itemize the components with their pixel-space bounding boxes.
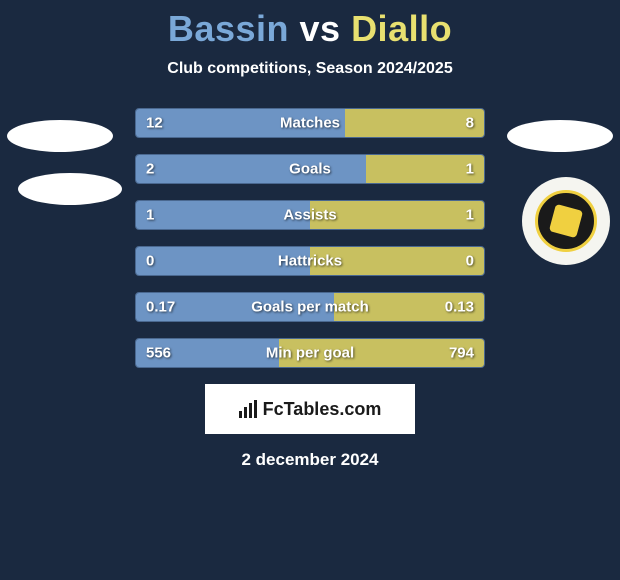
stat-value-right: 0.13 (445, 299, 474, 316)
page-title: Bassin vs Diallo (0, 8, 620, 50)
fctables-banner[interactable]: FcTables.com (205, 384, 415, 434)
stat-value-left: 0.17 (146, 299, 175, 316)
stat-row-goals-per-match: 0.17 Goals per match 0.13 (135, 292, 485, 322)
stat-value-left: 556 (146, 345, 171, 362)
player-left-name: Bassin (168, 8, 289, 49)
team-logo-right-1 (507, 120, 613, 152)
header: Bassin vs Diallo Club competitions, Seas… (0, 0, 620, 78)
bars-icon (239, 400, 257, 418)
stat-value-right: 8 (466, 115, 474, 132)
stat-label: Goals (289, 161, 331, 178)
date-text: 2 december 2024 (0, 450, 620, 470)
stat-value-left: 0 (146, 253, 154, 270)
stat-row-goals: 2 Goals 1 (135, 154, 485, 184)
subtitle: Club competitions, Season 2024/2025 (0, 60, 620, 78)
stat-row-matches: 12 Matches 8 (135, 108, 485, 138)
stat-fill-left (136, 155, 366, 183)
stat-row-hattricks: 0 Hattricks 0 (135, 246, 485, 276)
team-logo-left-2 (18, 173, 122, 205)
stat-value-right: 794 (449, 345, 474, 362)
stats-container: 12 Matches 8 2 Goals 1 1 Assists 1 0 Hat… (135, 108, 485, 368)
stat-label: Assists (283, 207, 336, 224)
fctables-logo: FcTables.com (239, 399, 382, 420)
stat-label: Goals per match (251, 299, 369, 316)
stat-label: Hattricks (278, 253, 342, 270)
stat-value-right: 1 (466, 161, 474, 178)
stat-fill-right (345, 109, 484, 137)
stat-value-left: 2 (146, 161, 154, 178)
player-right-name: Diallo (351, 8, 452, 49)
stat-label: Min per goal (266, 345, 354, 362)
stat-value-left: 12 (146, 115, 163, 132)
stat-value-right: 1 (466, 207, 474, 224)
banner-text: FcTables.com (263, 399, 382, 420)
team-badge-right (522, 177, 610, 265)
stat-value-right: 0 (466, 253, 474, 270)
team-logo-left-1 (7, 120, 113, 152)
badge-center-icon (549, 204, 583, 238)
stat-value-left: 1 (146, 207, 154, 224)
badge-inner-icon (535, 190, 597, 252)
stat-row-min-per-goal: 556 Min per goal 794 (135, 338, 485, 368)
stat-label: Matches (280, 115, 340, 132)
vs-separator: vs (300, 8, 341, 49)
stat-row-assists: 1 Assists 1 (135, 200, 485, 230)
